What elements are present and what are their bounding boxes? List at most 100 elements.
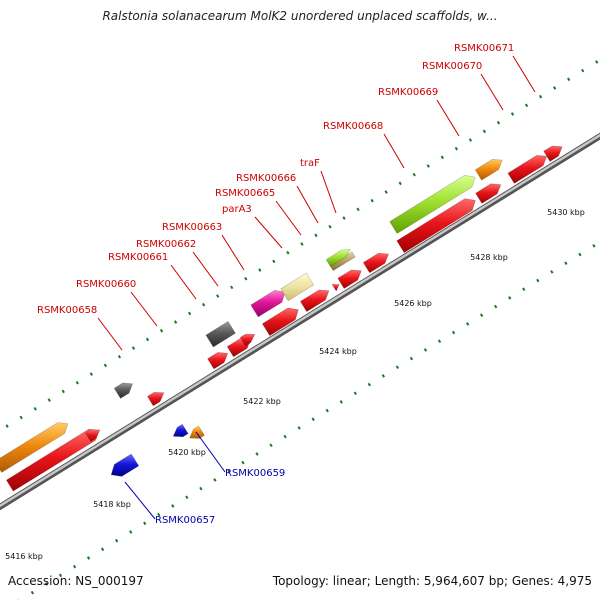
callout-line: [130, 291, 158, 327]
callout-line: [383, 133, 405, 169]
tick-mark: [395, 365, 400, 370]
tick-mark: [437, 339, 442, 344]
topology-label: Topology:: [272, 574, 329, 588]
forward-gene-arrow[interactable]: [147, 391, 165, 407]
forward-gene-arrow[interactable]: [337, 269, 362, 289]
gene-label-forward[interactable]: RSMK00671: [454, 43, 514, 54]
tick-mark: [522, 287, 526, 292]
callout-line: [254, 216, 283, 249]
tick-mark: [5, 424, 9, 428]
tick-mark: [129, 530, 133, 534]
gray-gene-box[interactable]: [205, 320, 236, 348]
tick-mark: [595, 60, 599, 64]
tick-mark: [398, 181, 402, 186]
callout-line: [97, 317, 123, 351]
forward-gene-arrow[interactable]: [239, 333, 256, 347]
tick-mark: [173, 320, 178, 324]
gene-label-forward[interactable]: RSMK00663: [162, 222, 222, 233]
green-gene-box[interactable]: [389, 174, 476, 234]
orange-gene-arrow[interactable]: [0, 422, 69, 473]
tick-mark: [426, 164, 430, 168]
tick-mark: [157, 512, 161, 517]
tick-mark: [552, 86, 557, 90]
tick-mark: [47, 398, 51, 402]
tick-mark: [440, 155, 444, 160]
gene-label-forward[interactable]: RSMK00665: [215, 188, 275, 199]
magenta-gene-arrow[interactable]: [250, 289, 286, 318]
accession-value: NS_000197: [75, 574, 144, 588]
reverse-gene-arrow[interactable]: [110, 453, 140, 477]
tick-mark: [255, 452, 259, 456]
tick-mark: [496, 120, 501, 125]
forward-gene-arrow[interactable]: [475, 183, 502, 204]
gene-label-forward[interactable]: RSMK00670: [422, 61, 482, 72]
gray-gene-box[interactable]: [113, 382, 134, 399]
callout-line: [480, 73, 504, 111]
gene-label-forward[interactable]: RSMK00669: [378, 87, 438, 98]
tick-mark: [143, 521, 147, 526]
gene-label-forward[interactable]: RSMK00666: [236, 173, 296, 184]
tick-mark: [199, 486, 203, 491]
tick-mark: [283, 434, 287, 439]
tick-mark: [75, 380, 79, 385]
tick-mark: [536, 278, 540, 283]
accession-label: Accession:: [8, 574, 72, 588]
forward-gene-arrow[interactable]: [261, 307, 299, 337]
tick-mark: [480, 313, 484, 318]
forward-gene-arrow[interactable]: [543, 145, 563, 162]
tick-mark: [482, 129, 487, 134]
gene-label-reverse[interactable]: RSMK00659: [225, 468, 285, 479]
reverse-gene-arrow[interactable]: [172, 423, 189, 438]
tick-mark: [145, 337, 150, 342]
forward-gene-arrow[interactable]: [362, 252, 390, 274]
tick-mark: [356, 207, 360, 212]
gene-label-forward[interactable]: traF: [300, 158, 320, 169]
tick-mark: [241, 460, 245, 465]
tick-mark: [381, 374, 386, 378]
gene-features: [0, 145, 563, 492]
scale-label: 5424 kbp: [319, 347, 357, 356]
orange-reverse-gene[interactable]: [189, 425, 205, 439]
gene-label-forward[interactable]: RSMK00658: [37, 305, 97, 316]
tick-mark: [412, 172, 416, 177]
forward-gene-arrow[interactable]: [299, 289, 330, 313]
callout-line: [436, 99, 460, 137]
tick-mark: [468, 138, 473, 142]
tick-mark: [300, 242, 304, 246]
tick-mark: [115, 538, 119, 543]
forward-gene-arrow[interactable]: [207, 352, 229, 370]
forward-gene-arrow[interactable]: [507, 154, 548, 184]
gene-label-forward[interactable]: RSMK00662: [136, 239, 196, 250]
gene-label-forward[interactable]: parA3: [222, 204, 252, 215]
tick-mark: [216, 294, 220, 298]
gene-label-forward[interactable]: RSMK00668: [323, 121, 383, 132]
tick-mark: [465, 322, 470, 326]
forward-gene-arrow[interactable]: [331, 283, 340, 292]
forward-gene-arrow[interactable]: [396, 198, 476, 254]
tick-mark: [578, 252, 582, 257]
forward-gene-arrow[interactable]: [5, 428, 100, 492]
gene-label-forward[interactable]: RSMK00661: [108, 252, 168, 263]
tick-mark: [567, 77, 571, 82]
tick-mark: [103, 363, 108, 368]
orange-gene-arrow[interactable]: [474, 158, 503, 181]
tick-mark: [524, 103, 529, 108]
tick-mark: [564, 261, 568, 265]
length-value: 5,964,607 bp: [423, 574, 504, 588]
tick-mark: [451, 330, 456, 335]
tick-mark: [33, 406, 37, 411]
gene-label-reverse[interactable]: RSMK00657: [155, 515, 215, 526]
tick-mark: [592, 244, 596, 248]
tick-row-upper: [5, 60, 599, 428]
cream-gene-box[interactable]: [280, 272, 315, 302]
scale-label: 5430 kbp: [547, 208, 585, 217]
sequence-summary: Topology: linear; Length: 5,964,607 bp; …: [272, 574, 592, 588]
tick-mark: [494, 304, 498, 309]
forward-gene-arrow[interactable]: [84, 429, 101, 442]
green-gene-arrow[interactable]: [325, 248, 351, 267]
scale-label: 5418 kbp: [93, 500, 131, 509]
gene-label-forward[interactable]: RSMK00660: [76, 279, 136, 290]
tick-mark: [171, 504, 175, 508]
